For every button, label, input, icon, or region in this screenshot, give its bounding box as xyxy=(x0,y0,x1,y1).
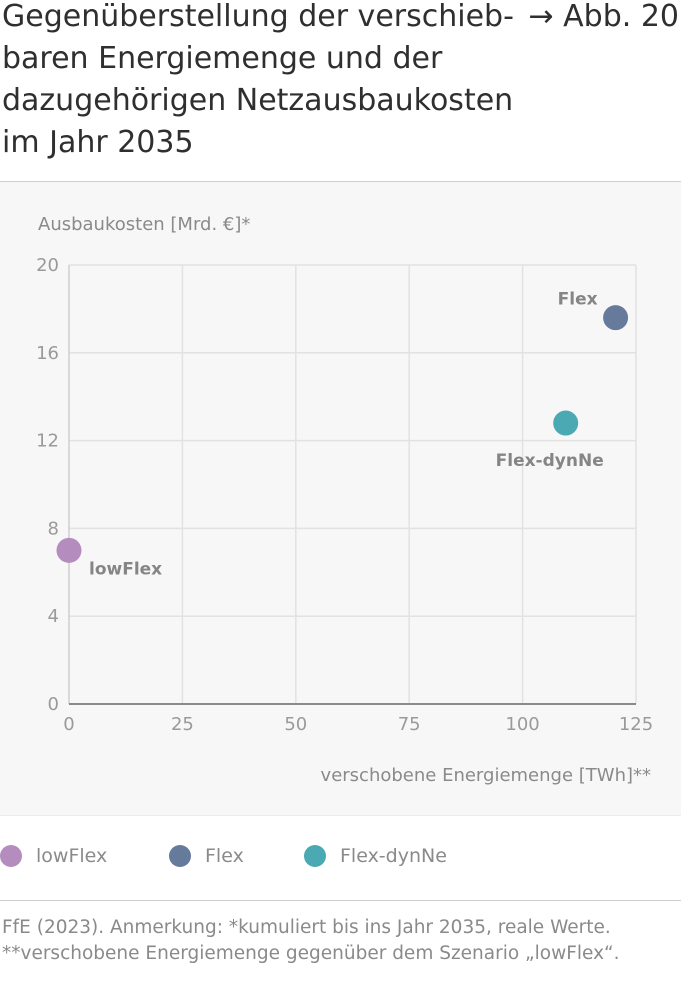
x-tick-label: 125 xyxy=(619,714,653,735)
x-axis-label: verschobene Energiemenge [TWh]** xyxy=(321,765,651,786)
panel-bottom-edge xyxy=(0,815,681,816)
chart-tick-labels: 0 4 8 12 16 20 0 25 50 75 100 125 xyxy=(36,255,653,735)
plot-area xyxy=(69,265,636,704)
x-tick-label: 75 xyxy=(398,714,421,735)
data-label-flex-dynne: Flex-dynNe xyxy=(496,451,604,471)
top-divider xyxy=(0,181,681,182)
title-line: baren Energiemenge und der xyxy=(2,41,443,76)
chart-grid xyxy=(69,264,637,704)
chart-panel: 0 4 8 12 16 20 0 25 50 75 100 125 Ausbaukosten [Mrd… xyxy=(0,182,681,815)
y-tick-label: 4 xyxy=(48,606,59,627)
x-tick-label: 25 xyxy=(171,714,194,735)
legend-marker-lowflex xyxy=(0,845,22,867)
source-line-1: FfE (2023). Anmerkung: *kumuliert bis in… xyxy=(2,917,611,938)
y-tick-label: 12 xyxy=(36,431,59,452)
data-point-flex xyxy=(603,305,629,331)
y-tick-label: 20 xyxy=(36,255,59,276)
title-line: Gegenüberstellung der verschieb- xyxy=(2,0,514,34)
y-tick-label: 8 xyxy=(48,518,59,539)
legend-marker-flex-dynne xyxy=(304,845,326,867)
legend-marker-flex xyxy=(169,845,191,867)
figure-reference: → Abb. 20 xyxy=(528,0,679,34)
bottom-divider xyxy=(0,900,681,901)
scatter-chart: 0 4 8 12 16 20 0 25 50 75 100 125 Ausbaukosten [Mrd… xyxy=(36,214,653,786)
y-tick-label: 16 xyxy=(36,343,59,364)
data-label-lowflex: lowFlex xyxy=(89,559,162,579)
legend-label: Flex-dynNe xyxy=(340,845,447,867)
x-tick-label: 50 xyxy=(284,714,307,735)
data-label-flex: Flex xyxy=(558,290,598,310)
title-line: dazugehörigen Netzausbaukosten xyxy=(2,83,514,118)
x-tick-label: 0 xyxy=(63,714,74,735)
y-tick-label: 0 xyxy=(48,694,59,715)
data-point-flex-dynne xyxy=(553,410,579,436)
chart-legend: lowFlex Flex Flex-dynNe xyxy=(0,845,681,873)
x-tick-label: 100 xyxy=(505,714,539,735)
source-line-2: **verschobene Energiemenge gegenüber dem… xyxy=(2,943,620,964)
legend-item-lowflex: lowFlex xyxy=(0,845,107,867)
data-point-lowflex xyxy=(56,537,82,563)
legend-item-flex: Flex xyxy=(169,845,244,867)
chart-title: Gegenüberstellung der verschieb- baren E… xyxy=(2,0,532,164)
legend-label: lowFlex xyxy=(36,845,108,867)
title-line: im Jahr 2035 xyxy=(2,125,194,160)
legend-label: Flex xyxy=(205,845,244,867)
source-note: FfE (2023). Anmerkung: *kumuliert bis in… xyxy=(2,915,678,967)
chart-axes xyxy=(68,265,636,705)
y-axis-label: Ausbaukosten [Mrd. €]* xyxy=(38,214,250,235)
data-points: lowFlex Flex Flex-dynNe xyxy=(56,290,629,579)
legend-item-flex-dynne: Flex-dynNe xyxy=(304,845,447,867)
